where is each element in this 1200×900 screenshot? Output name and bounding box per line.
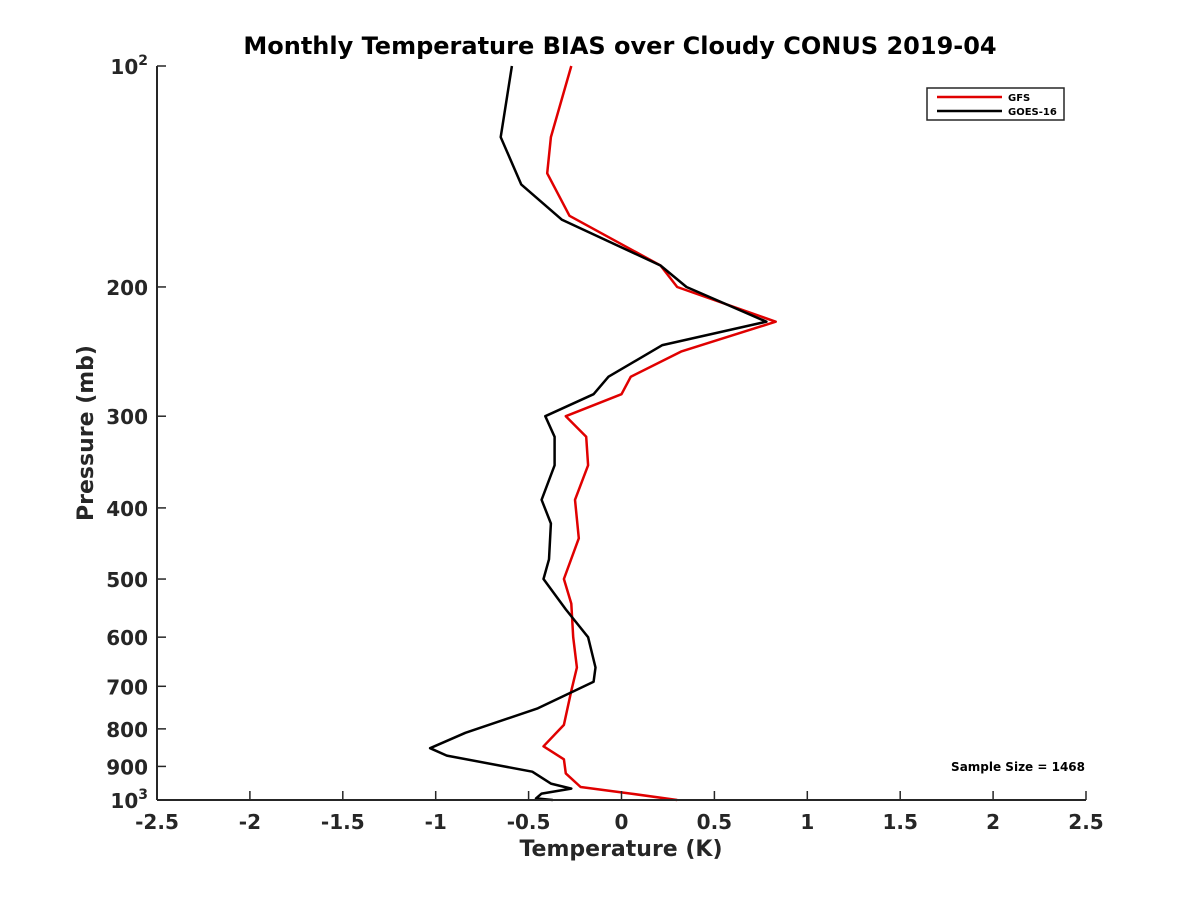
y-axis-label: Pressure (mb) bbox=[74, 345, 99, 521]
legend-box bbox=[926, 87, 1065, 121]
y-tick-label: 400 bbox=[106, 497, 148, 521]
x-tick-label: -0.5 bbox=[507, 810, 551, 834]
sample-size-annotation: Sample Size = 1468 bbox=[951, 760, 1085, 774]
y-tick-label: 300 bbox=[106, 405, 148, 429]
x-tick-label: 2 bbox=[986, 810, 1000, 834]
y-tick-label: 900 bbox=[106, 755, 148, 779]
y-tick-label: 500 bbox=[106, 568, 148, 592]
y-tick-label: 200 bbox=[106, 276, 148, 300]
x-tick-label: -2.5 bbox=[135, 810, 179, 834]
x-tick-label: 1 bbox=[800, 810, 814, 834]
legend-label-gfs: GFS bbox=[1008, 93, 1030, 104]
y-tick-label: 102 bbox=[110, 53, 148, 79]
legend-label-goes16: GOES-16 bbox=[1008, 107, 1057, 118]
x-tick-label: -1.5 bbox=[321, 810, 365, 834]
series-line-gfs bbox=[542, 65, 777, 802]
x-tick-label: -1 bbox=[425, 810, 447, 834]
x-tick-label: 1.5 bbox=[882, 810, 917, 834]
y-tick-label: 600 bbox=[106, 626, 148, 650]
x-tick-label: 2.5 bbox=[1068, 810, 1103, 834]
x-tick-label: -2 bbox=[239, 810, 261, 834]
x-axis-label: Temperature (K) bbox=[519, 837, 722, 862]
series-line-goes-16 bbox=[428, 65, 768, 802]
x-tick-label: 0.5 bbox=[697, 810, 732, 834]
x-tick-label: 0 bbox=[615, 810, 629, 834]
y-axis-ticks: 102 200 300 400 500 600 700 800 900 103 bbox=[106, 53, 166, 813]
series-layer bbox=[428, 65, 777, 802]
chart-title: Monthly Temperature BIAS over Cloudy CON… bbox=[243, 32, 996, 60]
y-tick-label: 800 bbox=[106, 718, 148, 742]
x-axis-ticks: -2.5 -2 -1.5 -1 -0.5 0 0.5 1 1.5 2 2.5 bbox=[135, 791, 1104, 834]
y-tick-label: 700 bbox=[106, 675, 148, 699]
legend: GFS GOES-16 bbox=[926, 87, 1065, 121]
y-tick-label: 103 bbox=[110, 787, 148, 813]
